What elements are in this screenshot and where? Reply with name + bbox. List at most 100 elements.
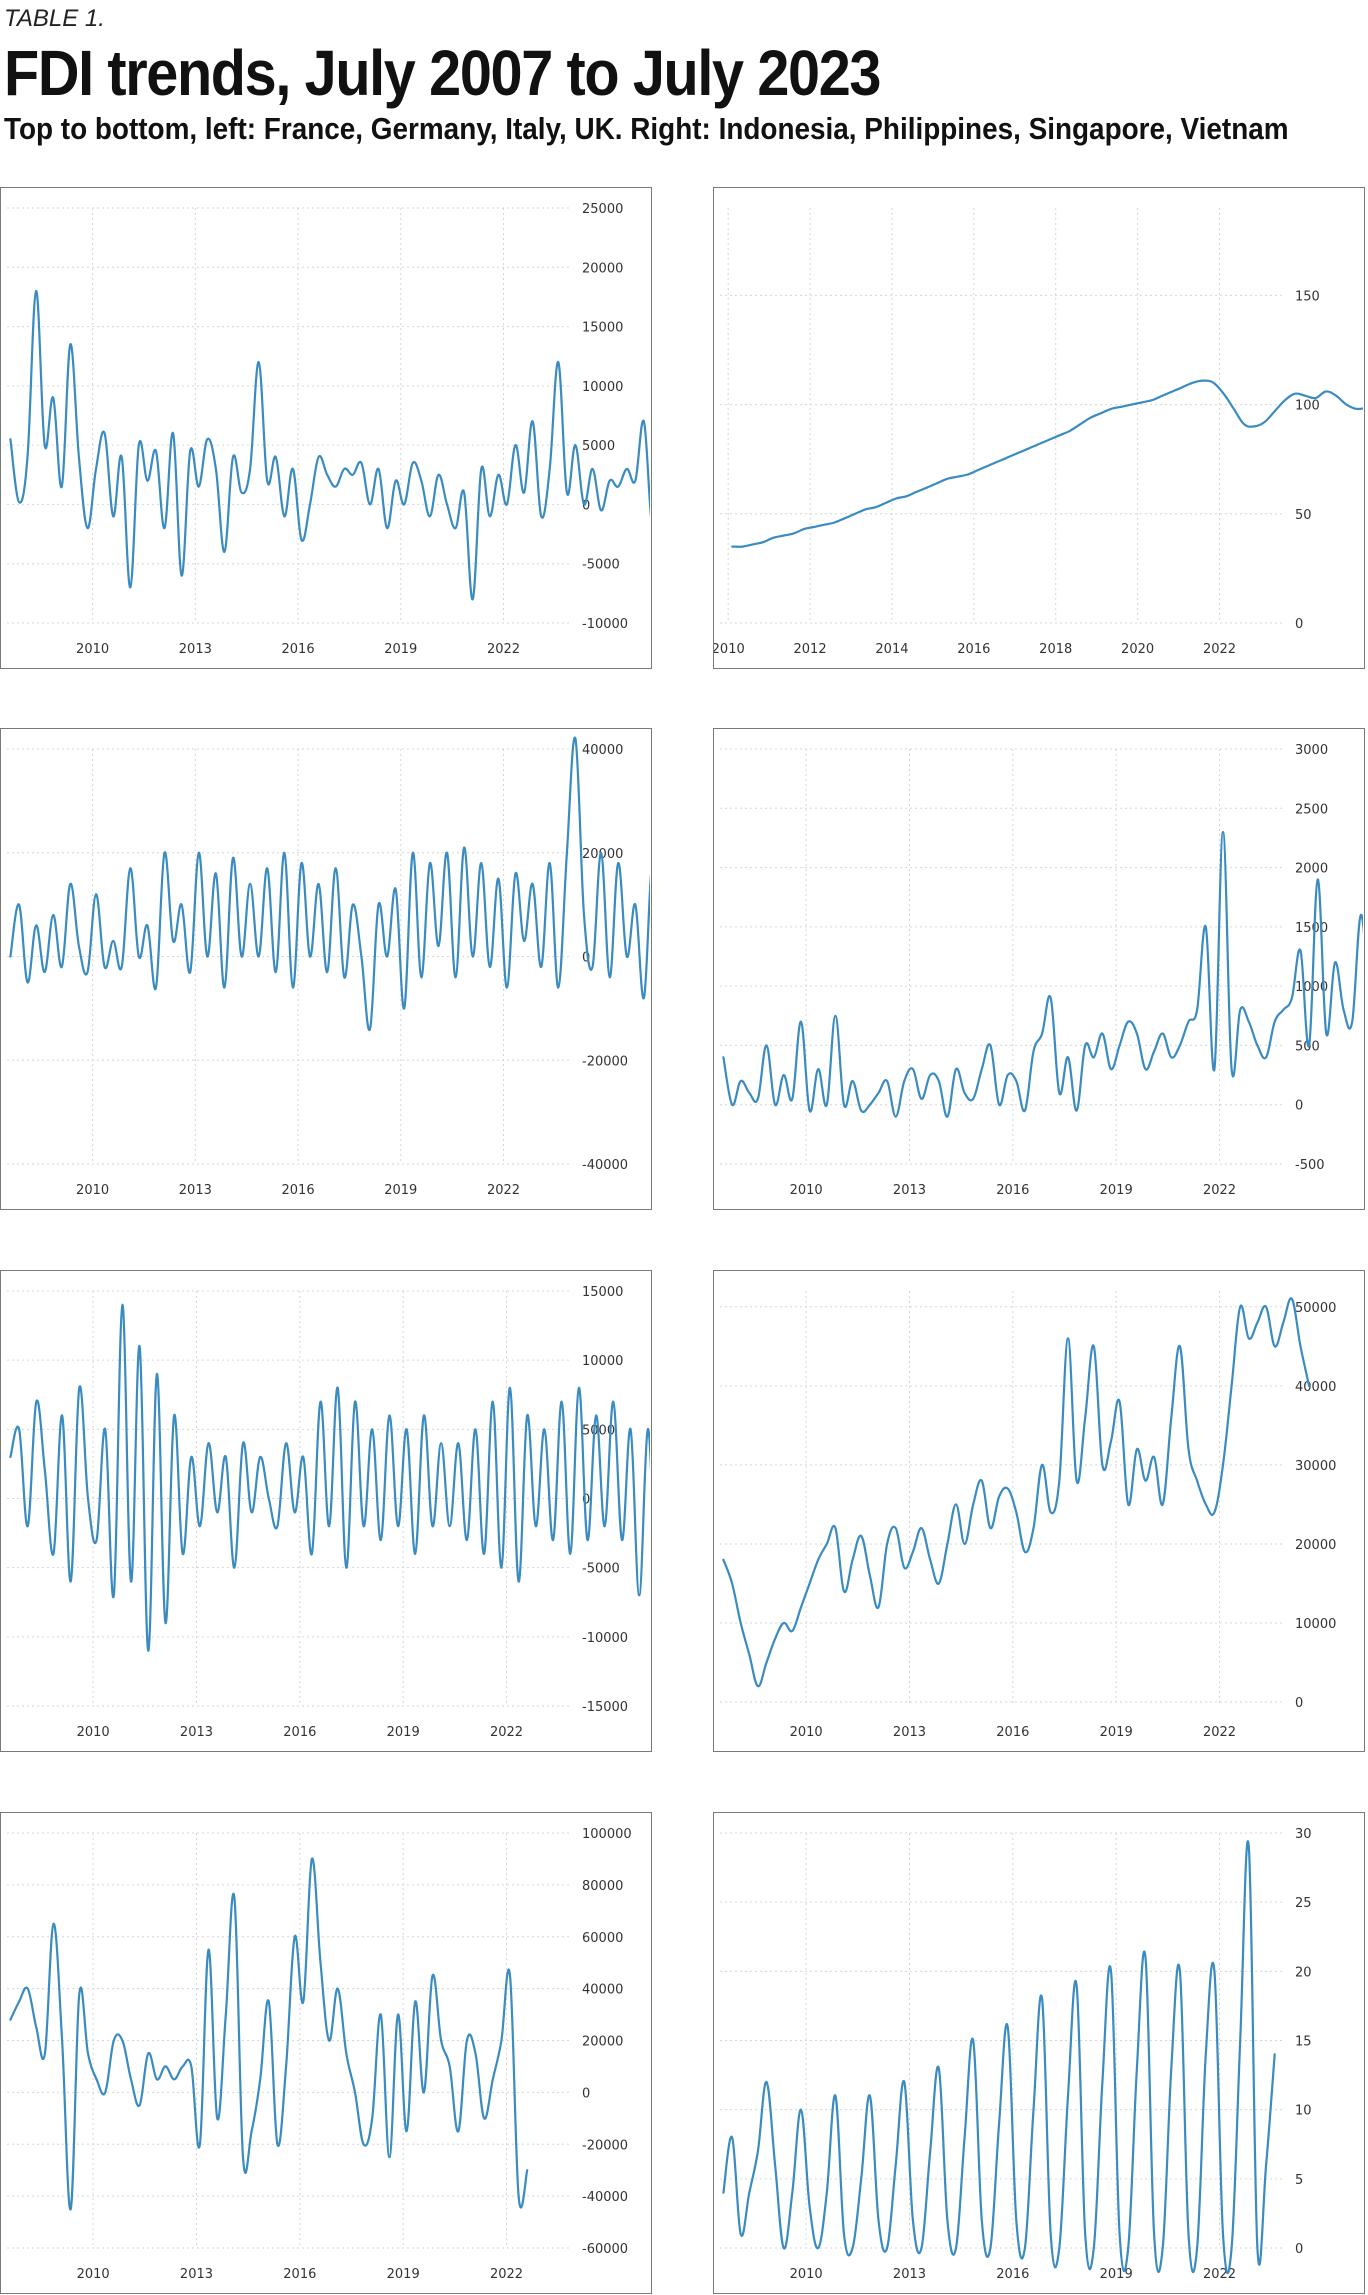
x-tick-label: 2010 (790, 1183, 823, 1198)
chart-panel-5: -15000 -10000 -5000 0 5000 10000 15000 2010 2013… (0, 1270, 652, 1752)
x-tick-label: 2022 (490, 1725, 523, 1740)
y-tick-label: 15000 (582, 1285, 623, 1300)
y-tick-label: -5000 (582, 558, 620, 573)
x-tick-label: 2012 (794, 642, 827, 657)
x-tick-label: 2013 (179, 1183, 212, 1198)
x-tick-label: 2016 (996, 2267, 1029, 2282)
y-tick-label: 2500 (1295, 802, 1328, 817)
y-tick-label: 100000 (582, 1827, 632, 1842)
x-tick-label: 2010 (76, 1183, 109, 1198)
y-tick-label: 40000 (582, 1983, 623, 1998)
y-tick-label: 30 (1295, 1827, 1312, 1842)
chart-panel-7: -60000 -40000 -20000 0 20000 40000 60000 80000 1… (0, 1812, 652, 2294)
y-tick-label: 20 (1295, 1965, 1312, 1980)
y-tick-label: 0 (582, 951, 590, 966)
chart-1-svg: -10000 -5000 0 5000 10000 15000 20000 25000 2010… (7, 202, 650, 657)
x-tick-label: 2010 (77, 1725, 110, 1740)
y-tick-label: 5 (1295, 2173, 1303, 2188)
y-tick-label: 40000 (1295, 1380, 1336, 1395)
x-tick-label: 2022 (490, 2267, 523, 2282)
page-title: FDI trends, July 2007 to July 2023 (4, 37, 881, 109)
y-tick-label: 0 (1295, 1099, 1303, 1114)
x-tick-label: 2013 (893, 1183, 926, 1198)
y-tick-label: -10000 (582, 617, 628, 632)
grid (7, 1290, 572, 1707)
y-tick-label: -15000 (582, 1700, 628, 1715)
chart-panel-1: -10000 -5000 0 5000 10000 15000 20000 25000 2010… (0, 187, 652, 669)
page-subtitle: Top to bottom, left: France, Germany, It… (4, 111, 1289, 146)
x-tick-label: 2013 (180, 1725, 213, 1740)
x-tick-label: 2019 (387, 1725, 420, 1740)
x-tick-label: 2020 (1121, 642, 1154, 657)
y-tick-label: 80000 (582, 1879, 623, 1894)
x-tick-label: 2022 (487, 642, 520, 657)
y-tick-label: 20000 (582, 261, 623, 276)
y-tick-label: -40000 (582, 1158, 628, 1173)
x-tick-label: 2019 (1100, 1725, 1133, 1740)
chart-8-svg: 0 5 10 15 20 25 30 2010 2013 2016 2019 2022 (720, 1827, 1312, 2282)
y-tick-label: -10000 (582, 1631, 628, 1646)
header: TABLE 1. FDI trends, July 2007 to July 2… (4, 4, 1364, 148)
y-tick-label: 20000 (1295, 1538, 1336, 1553)
y-tick-label: 10000 (582, 1354, 623, 1369)
chart-panel-2: 0 50 100 150 2010 2012 2014 2016 2018 2020 2022 (713, 187, 1365, 669)
x-tick-label: 2016 (283, 1725, 316, 1740)
y-tick-label: 25000 (582, 202, 623, 217)
x-tick-label: 2016 (957, 642, 990, 657)
x-tick-label: 2013 (180, 2267, 213, 2282)
series-line-1 (722, 830, 1363, 1118)
y-tick-label: 15 (1295, 2035, 1312, 2050)
x-tick-label: 2022 (1203, 2267, 1236, 2282)
y-tick-label: 3000 (1295, 743, 1328, 758)
grid (720, 208, 1285, 624)
series-line-1 (9, 1857, 529, 2211)
y-tick-label: 0 (1295, 617, 1303, 632)
x-tick-label: 2010 (714, 642, 745, 657)
grid (7, 207, 572, 624)
grid (720, 748, 1285, 1165)
y-tick-label: 50000 (1295, 1301, 1336, 1316)
x-tick-label: 2013 (179, 642, 212, 657)
y-tick-label: 60000 (582, 1931, 623, 1946)
y-tick-label: 100 (1295, 399, 1320, 414)
chart-panel-6: 0 10000 20000 30000 40000 50000 2010 2013 2016 20… (713, 1270, 1365, 1752)
x-tick-label: 2016 (282, 642, 315, 657)
series-line-1 (722, 1297, 1311, 1688)
grid (7, 1832, 572, 2249)
y-tick-label: -60000 (582, 2242, 628, 2257)
y-tick-label: 20000 (582, 2035, 623, 2050)
x-tick-label: 2013 (893, 1725, 926, 1740)
x-tick-label: 2019 (387, 2267, 420, 2282)
x-tick-label: 2018 (1039, 642, 1072, 657)
y-tick-label: -20000 (582, 1054, 628, 1069)
y-tick-label: 0 (582, 1493, 590, 1508)
y-tick-label: 10000 (582, 380, 623, 395)
y-tick-label: 0 (1295, 2242, 1303, 2257)
y-tick-label: 10000 (1295, 1617, 1336, 1632)
y-tick-label: 30000 (1295, 1459, 1336, 1474)
x-tick-label: 2022 (487, 1183, 520, 1198)
y-tick-label: 25 (1295, 1896, 1312, 1911)
y-tick-label: 50 (1295, 508, 1312, 523)
x-tick-label: 2010 (790, 1725, 823, 1740)
x-tick-label: 2019 (1100, 1183, 1133, 1198)
grid (720, 1291, 1285, 1706)
series-line-1 (9, 289, 650, 601)
y-tick-label: -500 (1295, 1158, 1325, 1173)
x-tick-label: 2019 (1100, 2267, 1133, 2282)
chart-panel-8: 0 5 10 15 20 25 30 2010 2013 2016 2019 2022 (713, 1812, 1365, 2294)
y-tick-label: 10 (1295, 2104, 1312, 2119)
x-tick-label: 2016 (996, 1183, 1029, 1198)
x-tick-label: 2022 (1203, 642, 1236, 657)
grid (7, 748, 572, 1165)
series-line-1 (9, 736, 650, 1032)
y-tick-label: 2000 (1295, 862, 1328, 877)
x-tick-label: 2016 (282, 1183, 315, 1198)
series-line-1 (9, 1303, 650, 1652)
y-tick-label: 1500 (1295, 921, 1328, 936)
x-tick-label: 2022 (1203, 1725, 1236, 1740)
x-tick-label: 2010 (76, 642, 109, 657)
chart-panel-4: -500 0 500 1000 1500 2000 2500 3000 2010 2013 2016… (713, 728, 1365, 1210)
